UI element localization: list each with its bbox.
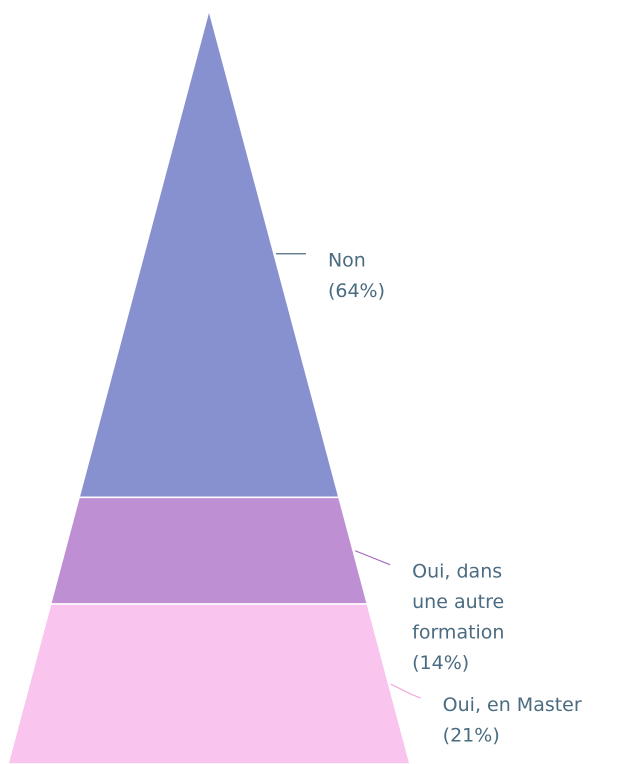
- pyramid-segment: [49, 496, 369, 605]
- value-label: (21%): [443, 724, 500, 746]
- data-label: Oui, en Master (21%): [443, 694, 582, 747]
- label-line: Oui, en Master: [443, 694, 582, 716]
- pyramid-segment: [7, 603, 411, 764]
- value-label: (14%): [412, 652, 469, 674]
- label-line: Non: [328, 249, 366, 271]
- label-line: formation: [412, 621, 504, 643]
- leader-line: [390, 683, 421, 699]
- leader-line: [354, 550, 391, 566]
- value-label: (64%): [328, 280, 385, 302]
- label-line: Oui, dans: [412, 560, 502, 582]
- data-label: Non (64%): [328, 249, 385, 302]
- label-line: une autre: [412, 591, 504, 613]
- data-label: Oui, dans une autre formation (14%): [412, 560, 504, 674]
